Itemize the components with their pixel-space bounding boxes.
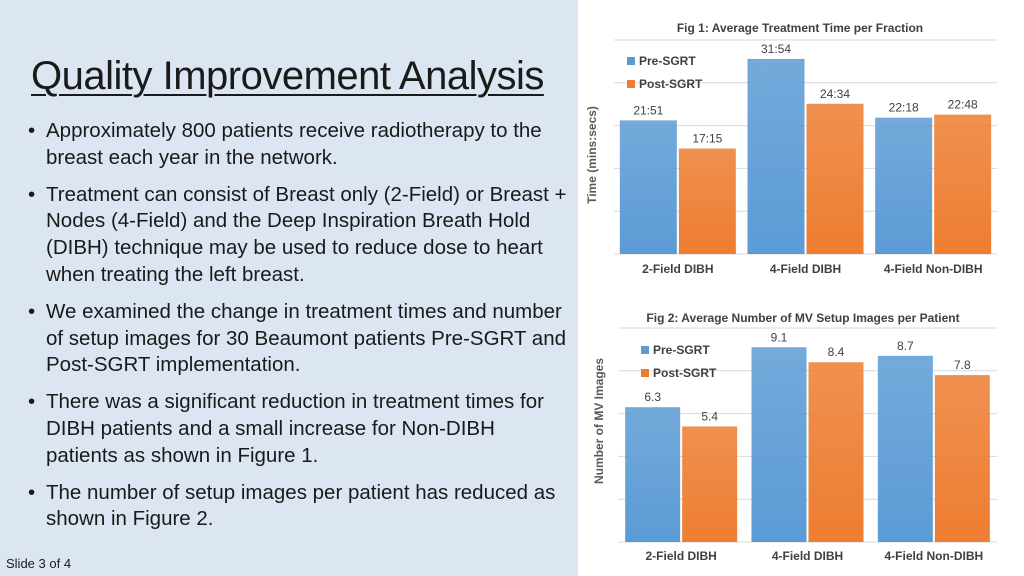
bar-pre-sgrt xyxy=(747,58,805,254)
bullet-item: Approximately 800 patients receive radio… xyxy=(28,118,568,172)
fig1-chart: Fig 1: Average Treatment Time per Fracti… xyxy=(585,21,997,276)
text-panel: Quality Improvement Analysis Approximate… xyxy=(0,0,578,576)
x-tick-label: 2-Field DIBH xyxy=(642,262,713,276)
bullet-list: Approximately 800 patients receive radio… xyxy=(28,118,568,543)
data-label: 8.7 xyxy=(897,339,914,353)
x-tick-label: 4-Field DIBH xyxy=(770,262,841,276)
bar-post-sgrt xyxy=(806,103,864,254)
chart-title: Fig 2: Average Number of MV Setup Images… xyxy=(646,311,959,325)
legend-swatch xyxy=(641,346,649,354)
bar-post-sgrt xyxy=(934,114,992,254)
bar-pre-sgrt xyxy=(625,407,681,542)
data-label: 24:34 xyxy=(820,87,850,101)
charts-panel: Fig 1: Average Treatment Time per Fracti… xyxy=(578,0,1024,576)
slide-title: Quality Improvement Analysis xyxy=(31,54,544,98)
legend-label: Pre-SGRT xyxy=(639,54,696,68)
bar-post-sgrt xyxy=(808,362,864,542)
bullet-item: There was a significant reduction in tre… xyxy=(28,389,568,469)
data-label: 9.1 xyxy=(771,330,788,344)
data-label: 8.4 xyxy=(828,345,845,359)
legend-label: Pre-SGRT xyxy=(653,343,710,357)
chart-title: Fig 1: Average Treatment Time per Fracti… xyxy=(677,21,923,35)
bullet-item: Treatment can consist of Breast only (2-… xyxy=(28,182,568,289)
legend-label: Post-SGRT xyxy=(639,77,703,91)
data-label: 21:51 xyxy=(633,103,663,117)
data-label: 7.8 xyxy=(954,358,971,372)
x-tick-label: 4-Field Non-DIBH xyxy=(884,549,983,563)
fig2-chart: Fig 2: Average Number of MV Setup Images… xyxy=(592,311,997,563)
legend-label: Post-SGRT xyxy=(653,366,717,380)
y-axis-label: Number of MV Images xyxy=(592,358,606,484)
slide-number: Slide 3 of 4 xyxy=(6,556,72,571)
bar-pre-sgrt xyxy=(875,117,933,254)
data-label: 5.4 xyxy=(701,409,718,423)
data-label: 22:48 xyxy=(948,98,978,112)
legend-swatch xyxy=(641,369,649,377)
bar-pre-sgrt xyxy=(877,355,933,542)
x-tick-label: 2-Field DIBH xyxy=(645,549,716,563)
bar-post-sgrt xyxy=(678,148,736,254)
data-label: 31:54 xyxy=(761,42,791,56)
data-label: 22:18 xyxy=(889,101,919,115)
data-label: 6.3 xyxy=(644,390,661,404)
data-label: 17:15 xyxy=(692,132,722,146)
bullet-item: We examined the change in treatment time… xyxy=(28,299,568,379)
legend-swatch xyxy=(627,80,635,88)
bar-post-sgrt xyxy=(934,375,990,542)
bar-pre-sgrt xyxy=(751,347,807,542)
y-axis-label: Time (mins:secs) xyxy=(585,106,599,204)
bullet-item: The number of setup images per patient h… xyxy=(28,480,568,534)
bar-pre-sgrt xyxy=(619,120,677,254)
bar-post-sgrt xyxy=(682,426,738,542)
legend-swatch xyxy=(627,57,635,65)
x-tick-label: 4-Field Non-DIBH xyxy=(884,262,983,276)
x-tick-label: 4-Field DIBH xyxy=(772,549,843,563)
